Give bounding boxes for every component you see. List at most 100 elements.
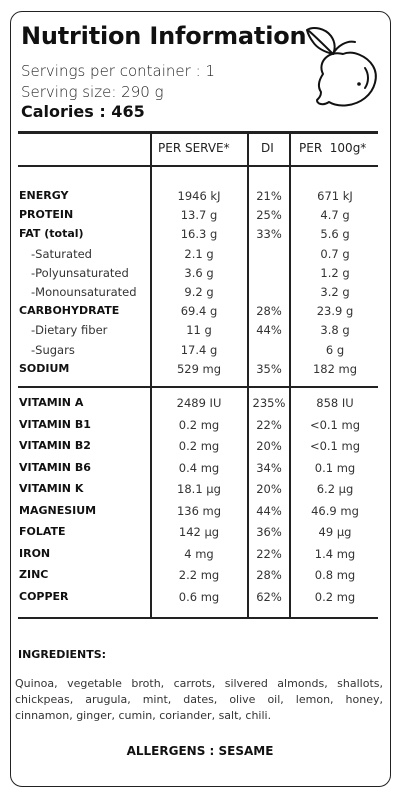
table-row: ENERGY 1946 kJ 21% 671 kJ xyxy=(0,189,400,209)
nutrient-label: CARBOHYDRATE xyxy=(19,304,120,318)
nutrient-label: COPPER xyxy=(19,589,69,603)
per-serve-value: 2.2 mg xyxy=(178,568,220,582)
table-row: COPPER 0.6 mg 62% 0.2 mg xyxy=(0,590,400,610)
nutrient-label: FAT (total) xyxy=(19,227,84,241)
header-rule xyxy=(18,165,378,167)
column-header-per-100g: PER 100g* xyxy=(299,141,367,155)
nutrition-label-card xyxy=(10,11,391,787)
per-serve-value: 11 g xyxy=(186,323,212,338)
table-row: -Sugars 17.4 g 6 g xyxy=(0,343,400,363)
nutrient-label: PROTEIN xyxy=(19,208,74,222)
nutrient-label: -Monounsaturated xyxy=(31,285,137,299)
table-row: FAT (total) 16.3 g 33% 5.6 g xyxy=(0,227,400,247)
table-row: MAGNESIUM 136 mg 44% 46.9 mg xyxy=(0,504,400,524)
calories: Calories : 465 xyxy=(21,102,145,121)
nutrient-label: FOLATE xyxy=(19,525,66,538)
serving-size: Serving size: 290 g xyxy=(21,83,164,101)
column-divider xyxy=(289,131,291,619)
ingredients-text: Quinoa, vegetable broth, carrots, silver… xyxy=(15,677,383,722)
di-value: 44% xyxy=(256,323,282,338)
per-serve-value: 0.6 mg xyxy=(178,589,220,604)
table-top-rule xyxy=(18,131,378,134)
per-100g-value: 0.2 mg xyxy=(314,589,356,604)
column-header-per-serve: PER SERVE* xyxy=(158,141,230,155)
per-100g-value: 49 µg xyxy=(318,525,352,539)
table-row: -Dietary fiber 11 g 44% 3.8 g xyxy=(0,323,400,343)
nutrient-label: VITAMIN K xyxy=(19,482,84,495)
table-row: -Monounsaturated 9.2 g 3.2 g xyxy=(0,285,400,305)
nutrient-label: ZINC xyxy=(19,568,49,581)
di-value: 20% xyxy=(256,439,282,453)
per-100g-value: 5.6 g xyxy=(320,227,350,242)
per-100g-value: 1.4 mg xyxy=(314,546,356,561)
per-100g-value: 3.2 g xyxy=(320,285,350,299)
di-value: 33% xyxy=(256,227,282,242)
per-serve-value: 17.4 g xyxy=(180,342,218,357)
per-serve-value: 2.1 g xyxy=(184,246,214,261)
di-value: 35% xyxy=(256,361,282,376)
per-serve-value: 0.2 mg xyxy=(178,417,220,432)
per-serve-value: 136 mg xyxy=(176,503,222,518)
di-value: 36% xyxy=(256,525,282,539)
table-row: -Saturated 2.1 g 0.7 g xyxy=(0,247,400,267)
per-100g-value: 23.9 g xyxy=(316,304,354,319)
per-100g-value: 1.2 g xyxy=(320,265,350,280)
group-divider-rule xyxy=(18,386,378,388)
nutrient-label: -Sugars xyxy=(31,342,75,357)
di-value: 25% xyxy=(256,208,282,223)
di-value: 28% xyxy=(256,568,282,582)
per-100g-value: <0.1 mg xyxy=(309,439,361,453)
per-serve-value: 4 mg xyxy=(184,546,214,561)
di-value: 20% xyxy=(256,482,282,496)
per-serve-value: 0.4 mg xyxy=(178,460,220,475)
per-100g-value: 3.8 g xyxy=(320,323,350,338)
per-serve-value: 529 mg xyxy=(176,361,222,376)
per-serve-value: 9.2 g xyxy=(184,285,214,299)
column-divider xyxy=(247,131,249,619)
table-row: IRON 4 mg 22% 1.4 mg xyxy=(0,547,400,567)
table-row: ZINC 2.2 mg 28% 0.8 mg xyxy=(0,568,400,588)
per-serve-value: 13.7 g xyxy=(180,208,218,223)
table-row: VITAMIN B2 0.2 mg 20% <0.1 mg xyxy=(0,439,400,459)
ingredients-heading: INGREDIENTS: xyxy=(18,648,107,661)
nutrient-label: ENERGY xyxy=(19,189,69,202)
table-row: CARBOHYDRATE 69.4 g 28% 23.9 g xyxy=(0,304,400,324)
di-value: 235% xyxy=(252,396,286,410)
table-row: -Polyunsaturated 3.6 g 1.2 g xyxy=(0,266,400,286)
nutrient-label: SODIUM xyxy=(19,361,70,375)
di-value: 21% xyxy=(256,189,282,203)
servings-per-container: Servings per container : 1 xyxy=(21,62,215,80)
di-value: 28% xyxy=(256,304,282,319)
per-100g-value: 6.2 µg xyxy=(316,482,354,496)
per-100g-value: 182 mg xyxy=(312,361,358,376)
table-row: VITAMIN B6 0.4 mg 34% 0.1 mg xyxy=(0,461,400,481)
lemon-icon xyxy=(306,27,377,107)
di-value: 62% xyxy=(256,589,282,604)
column-header-di: DI xyxy=(261,141,274,155)
column-divider xyxy=(150,131,152,619)
nutrient-label: VITAMIN B2 xyxy=(19,439,91,452)
per-serve-value: 0.2 mg xyxy=(178,439,220,453)
per-serve-value: 3.6 g xyxy=(184,265,214,280)
per-serve-value: 2489 IU xyxy=(176,396,222,410)
nutrient-label: VITAMIN A xyxy=(19,396,84,409)
di-value: 44% xyxy=(256,503,282,518)
per-100g-value: 0.7 g xyxy=(320,246,350,261)
per-100g-value: 4.7 g xyxy=(320,208,350,223)
table-row: FOLATE 142 µg 36% 49 µg xyxy=(0,525,400,545)
per-100g-value: <0.1 mg xyxy=(309,417,361,432)
per-100g-value: 0.8 mg xyxy=(314,568,356,582)
allergens: ALLERGENS : SESAME xyxy=(126,744,274,758)
per-serve-value: 1946 kJ xyxy=(177,189,221,203)
per-100g-value: 858 IU xyxy=(316,396,354,410)
table-row: PROTEIN 13.7 g 25% 4.7 g xyxy=(0,208,400,228)
table-row: VITAMIN B1 0.2 mg 22% <0.1 mg xyxy=(0,418,400,438)
per-100g-value: 6 g xyxy=(325,342,345,357)
per-serve-value: 69.4 g xyxy=(180,304,218,319)
di-value: 22% xyxy=(256,417,282,432)
table-bottom-rule xyxy=(18,617,378,619)
per-100g-value: 46.9 mg xyxy=(311,503,359,518)
nutrient-label: -Dietary fiber xyxy=(31,323,108,338)
di-value: 34% xyxy=(256,460,282,475)
nutrient-label: -Polyunsaturated xyxy=(31,265,129,280)
